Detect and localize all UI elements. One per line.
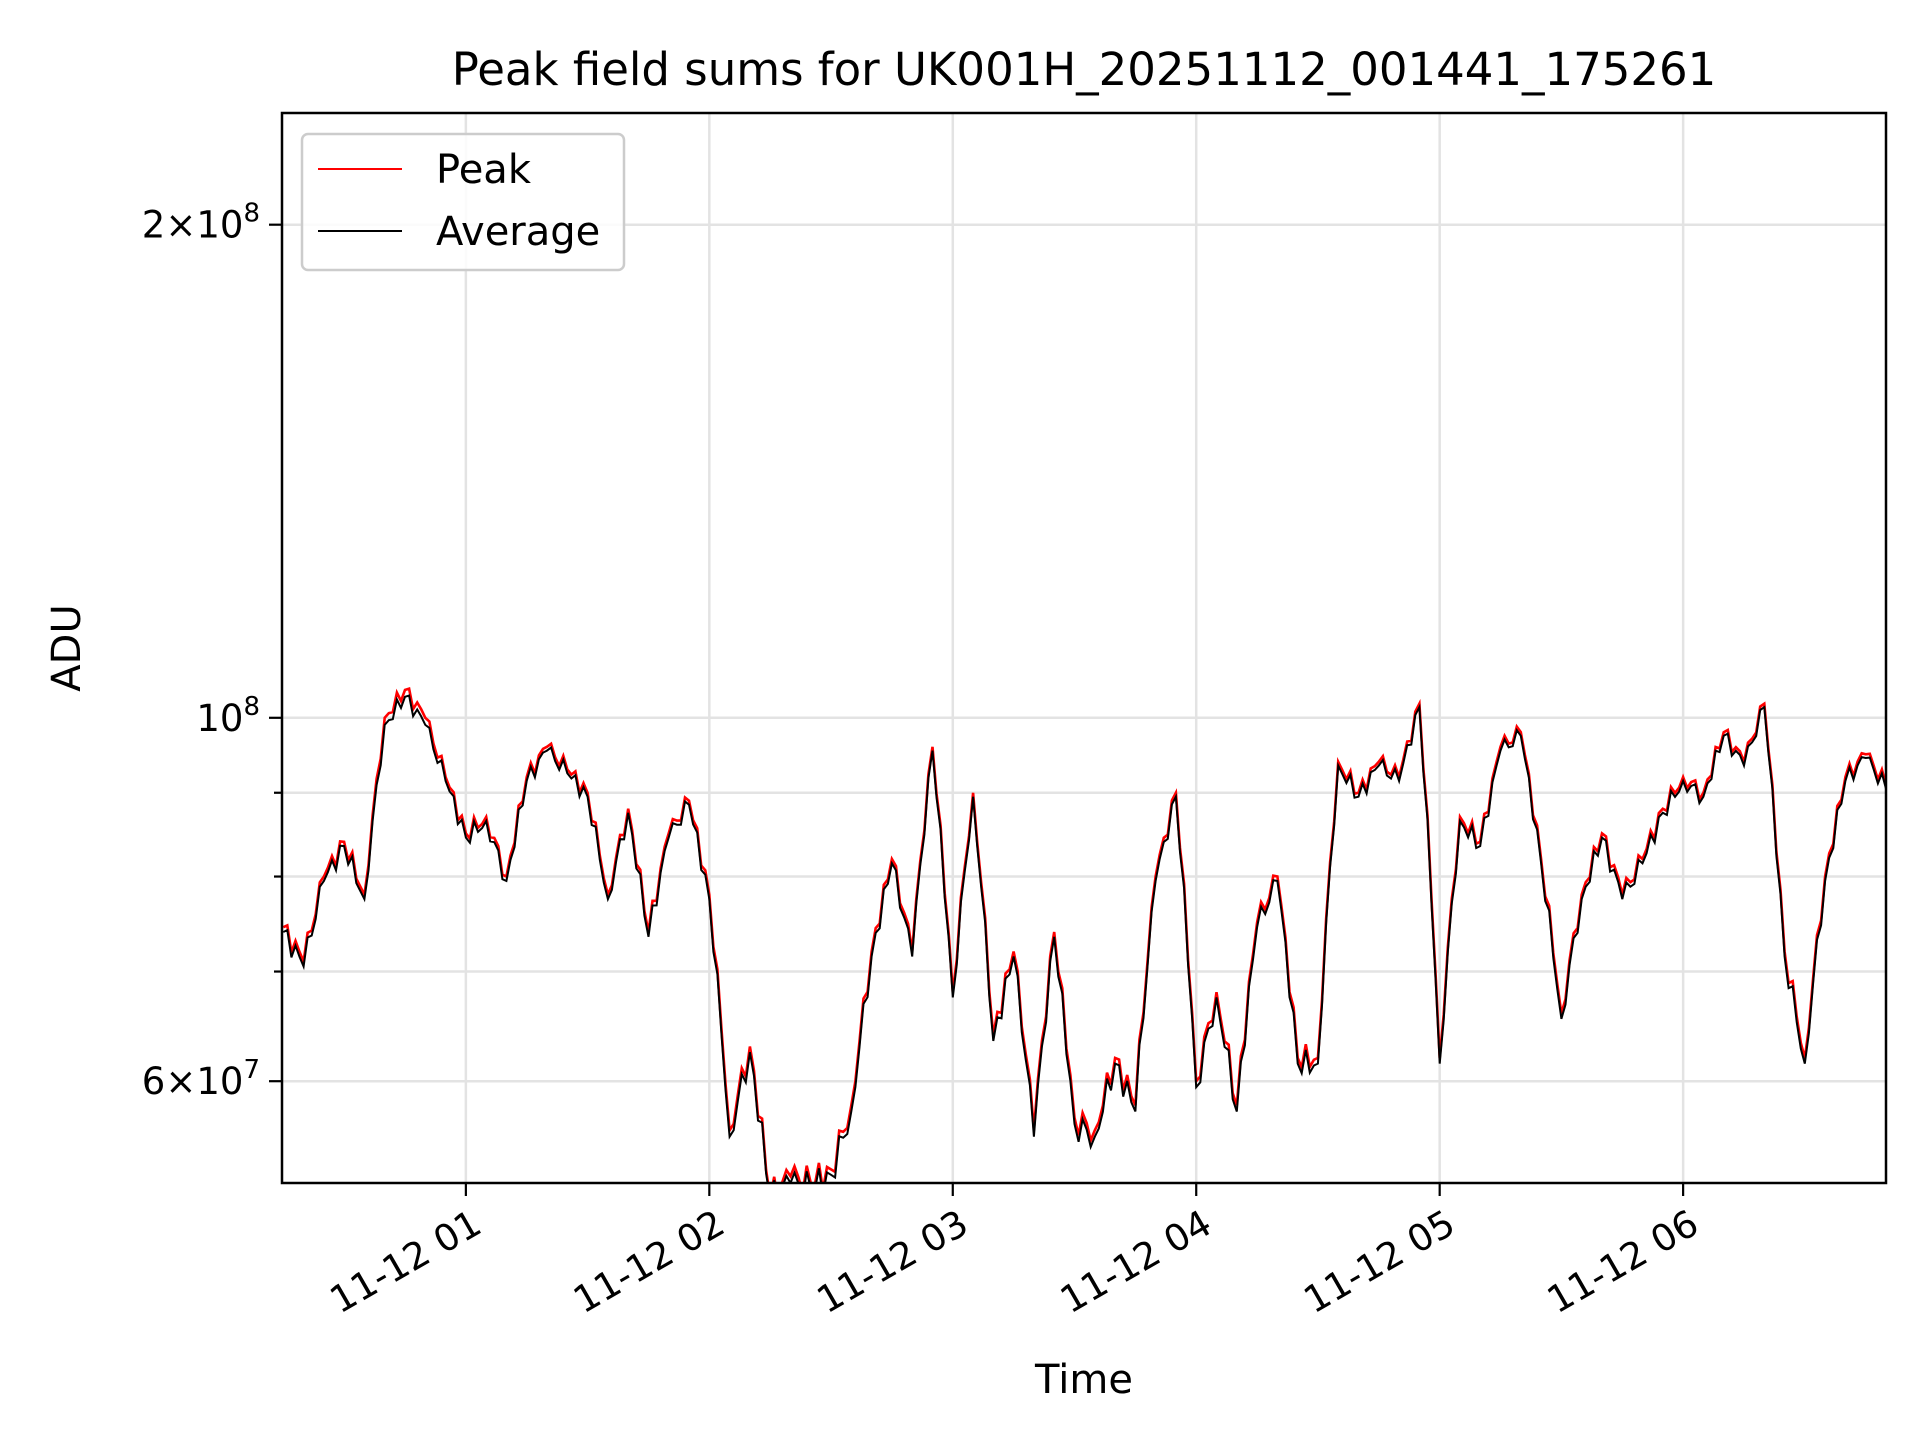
series-line-average	[282, 694, 1886, 1183]
series-line-peak	[282, 687, 1886, 1183]
legend[interactable]: Peak Average	[300, 132, 626, 272]
y-tick-base: 10	[196, 1060, 243, 1103]
x-tick-label: 11-12 03	[810, 1202, 976, 1322]
plot-frame	[280, 111, 1888, 1185]
y-tick-label: 2×108	[142, 199, 260, 247]
x-tick-label: 11-12 05	[1297, 1202, 1463, 1322]
x-tick-label: 11-12 02	[566, 1202, 732, 1322]
chart-title: Peak field sums for UK001H_20251112_0014…	[452, 43, 1717, 96]
x-tick-label: 11-12 01	[323, 1202, 489, 1322]
x-tick-label: 11-12 06	[1540, 1202, 1706, 1322]
legend-label-average: Average	[436, 209, 600, 255]
y-tick-mantissa: 2	[142, 204, 166, 247]
y-tick-exponent: 8	[243, 199, 260, 229]
y-axis-label: ADU	[44, 604, 90, 691]
x-tick-label: 11-12 04	[1053, 1202, 1219, 1322]
y-tick-times: ×	[165, 1060, 196, 1103]
legend-label-peak: Peak	[436, 147, 532, 193]
x-axis-label: Time	[1034, 1357, 1133, 1403]
y-tick-mantissa: 6	[142, 1060, 166, 1103]
y-tick-times: ×	[165, 204, 196, 247]
y-tick-label: 6×107	[142, 1055, 260, 1103]
y-tick-exponent: 7	[243, 1055, 260, 1085]
y-tick-base: 10	[196, 697, 243, 740]
y-tick-exponent: 8	[243, 692, 260, 722]
x-axis: 11-12 01 11-12 02 11-12 03 11-12 04 11-12 05…	[323, 1183, 1706, 1322]
y-tick-base: 10	[196, 204, 243, 247]
series-layer	[282, 687, 1886, 1183]
grid-lines	[282, 113, 1886, 1183]
y-tick-label: 108	[196, 692, 260, 740]
